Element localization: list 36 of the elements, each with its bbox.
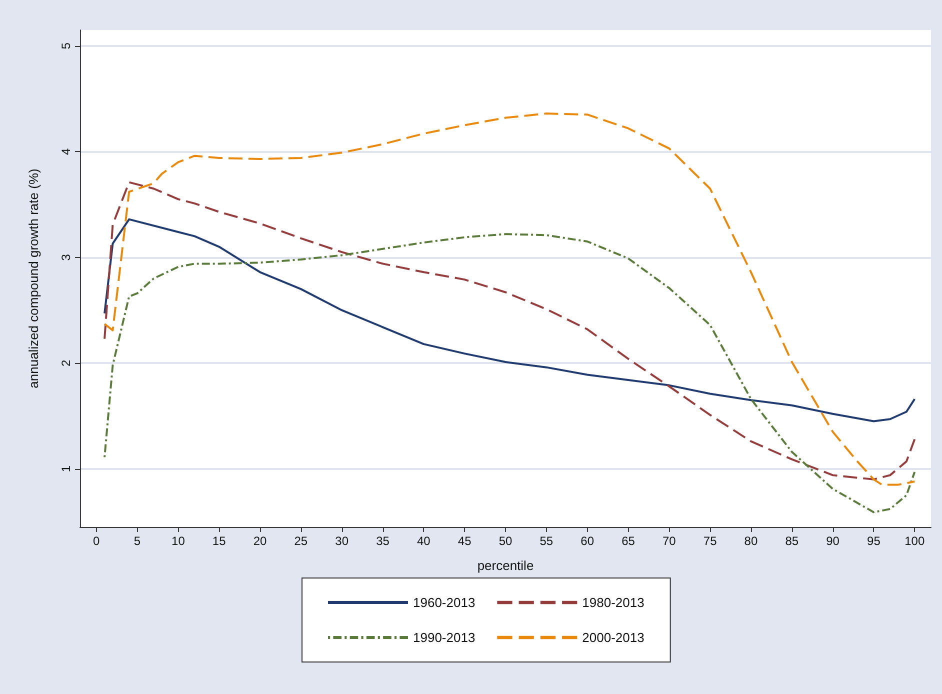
legend-label: 2000-2013 — [582, 630, 644, 645]
y-tick-label: 3 — [59, 254, 73, 261]
x-tick-label: 5 — [134, 534, 141, 548]
x-tick-label: 90 — [826, 534, 840, 548]
x-tick-label: 85 — [785, 534, 799, 548]
x-tick-label: 35 — [376, 534, 390, 548]
x-tick-label: 65 — [622, 534, 636, 548]
y-tick-label: 4 — [59, 148, 73, 155]
legend-label: 1960-2013 — [413, 595, 476, 610]
line-series — [104, 233, 916, 514]
x-tick-label: 55 — [540, 534, 554, 548]
line-series — [104, 112, 916, 486]
line-series — [104, 218, 916, 422]
y-tick-label: 5 — [59, 42, 73, 50]
x-tick-label: 25 — [294, 534, 308, 548]
line-series — [104, 181, 916, 480]
y-tick-label: 2 — [59, 359, 73, 366]
y-axis-title: annualized compound growth rate (%) — [26, 168, 41, 388]
legend-label: 1980-2013 — [582, 595, 644, 610]
x-tick-label: 40 — [416, 534, 431, 548]
x-tick-label: 30 — [335, 534, 349, 548]
x-tick-label: 10 — [172, 534, 186, 548]
x-tick-label: 100 — [904, 534, 925, 548]
legend-label: 1990-2013 — [413, 630, 476, 645]
x-tick-label: 0 — [93, 534, 100, 548]
x-tick-label: 75 — [703, 534, 718, 548]
x-tick-label: 95 — [867, 534, 881, 548]
y-tick-label: 1 — [59, 465, 73, 472]
x-tick-label: 20 — [253, 534, 268, 548]
x-tick-label: 80 — [744, 534, 758, 548]
x-tick-label: 50 — [498, 534, 512, 548]
x-axis-title: percentile — [477, 558, 534, 573]
x-tick-label: 15 — [212, 534, 226, 548]
x-tick-label: 45 — [458, 534, 472, 548]
x-tick-label: 70 — [662, 534, 676, 548]
x-tick-label: 60 — [580, 534, 594, 548]
